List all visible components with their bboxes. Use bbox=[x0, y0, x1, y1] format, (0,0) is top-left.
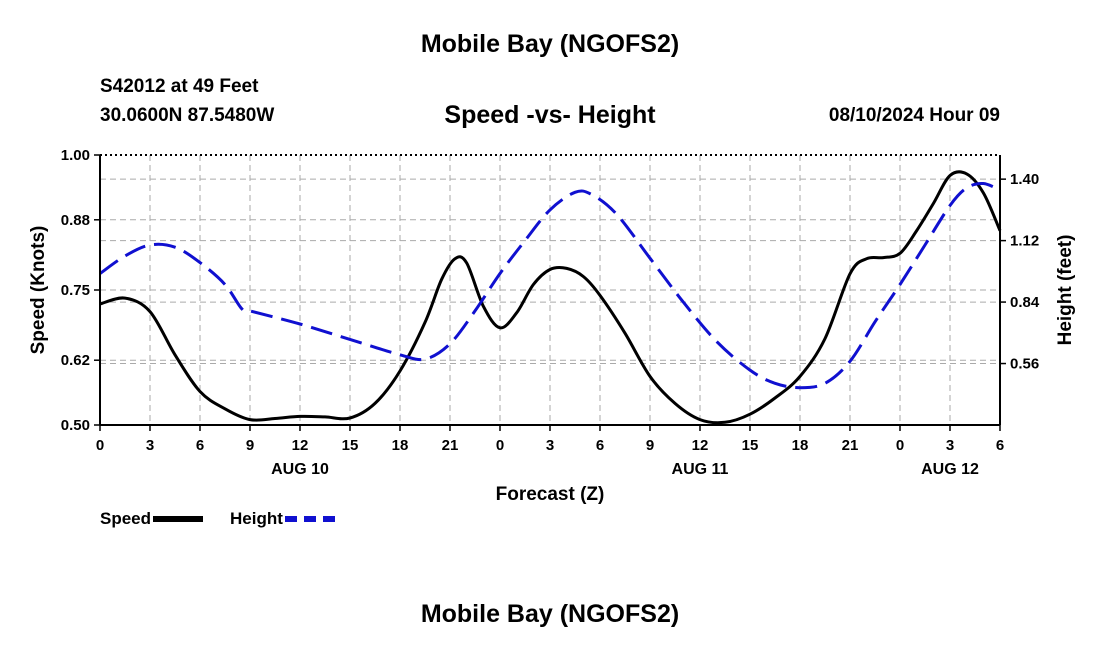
footer-title: Mobile Bay (NGOFS2) bbox=[420, 600, 680, 628]
x-tick-label: 9 bbox=[646, 437, 654, 454]
x-tick-label: 0 bbox=[96, 437, 104, 454]
y-left-tick-label: 0.75 bbox=[61, 282, 90, 299]
x-axis-label: Forecast (Z) bbox=[496, 484, 605, 505]
x-tick-label: 15 bbox=[742, 437, 759, 454]
legend-speed: Speed bbox=[100, 509, 204, 529]
y-left-tick-label: 0.88 bbox=[61, 212, 90, 229]
x-tick-label: 18 bbox=[792, 437, 809, 454]
y-left-tick-label: 0.62 bbox=[61, 352, 90, 369]
y-left-tick-label: 0.50 bbox=[61, 417, 90, 434]
series-layer bbox=[99, 170, 1002, 425]
legend-speed-swatch bbox=[153, 516, 204, 522]
y-axis-right-label: Height (feet) bbox=[1055, 235, 1076, 346]
date-label: AUG 12 bbox=[921, 461, 979, 478]
x-tick-label: 9 bbox=[246, 437, 254, 454]
y-right-tick-label: 0.84 bbox=[1010, 294, 1040, 311]
axes: 0 3 6 9 12 15 18 21 0 3 6 9 12 15 18 21 0 3 6 AUG 10 AUG 11 A… bbox=[61, 147, 1040, 478]
legend-height-swatch bbox=[284, 516, 335, 522]
y-axis-left-label: Speed (Knots) bbox=[28, 226, 49, 355]
x-tick-label: 0 bbox=[896, 437, 904, 454]
x-tick-label: 3 bbox=[146, 437, 154, 454]
x-tick-label: 12 bbox=[692, 437, 709, 454]
x-tick-label: 6 bbox=[596, 437, 604, 454]
series-line-height bbox=[99, 181, 1001, 390]
y-left-tick-label: 1.00 bbox=[61, 147, 90, 164]
x-tick-label: 6 bbox=[996, 437, 1004, 454]
x-tick-label: 0 bbox=[496, 437, 504, 454]
y-right-tick-label: 0.56 bbox=[1010, 356, 1039, 373]
legend-height-label: Height bbox=[230, 509, 283, 528]
y-right-tick-label: 1.40 bbox=[1010, 171, 1039, 188]
x-tick-label: 6 bbox=[196, 437, 204, 454]
x-tick-label: 21 bbox=[842, 437, 859, 454]
x-tick-label: 3 bbox=[946, 437, 954, 454]
series-line-speed bbox=[99, 170, 1002, 425]
x-tick-label: 21 bbox=[442, 437, 459, 454]
legend-height: Height bbox=[230, 509, 335, 529]
date-label: AUG 11 bbox=[672, 461, 729, 478]
x-tick-label: 12 bbox=[292, 437, 309, 454]
grid bbox=[100, 155, 1000, 425]
date-label: AUG 10 bbox=[271, 461, 329, 478]
x-tick-label: 15 bbox=[342, 437, 359, 454]
forecast-datetime: 08/10/2024 Hour 09 bbox=[828, 105, 1000, 126]
y-right-tick-label: 1.12 bbox=[1010, 233, 1039, 250]
main-title: Mobile Bay (NGOFS2) bbox=[420, 30, 680, 58]
chart-subtitle: Speed -vs- Height bbox=[444, 101, 656, 129]
coordinates-label: 30.0600N 87.5480W bbox=[100, 105, 275, 126]
legend-speed-label: Speed bbox=[100, 509, 152, 528]
x-tick-label: 3 bbox=[546, 437, 554, 454]
x-tick-label: 18 bbox=[392, 437, 409, 454]
station-label: S42012 at 49 Feet bbox=[100, 76, 259, 97]
